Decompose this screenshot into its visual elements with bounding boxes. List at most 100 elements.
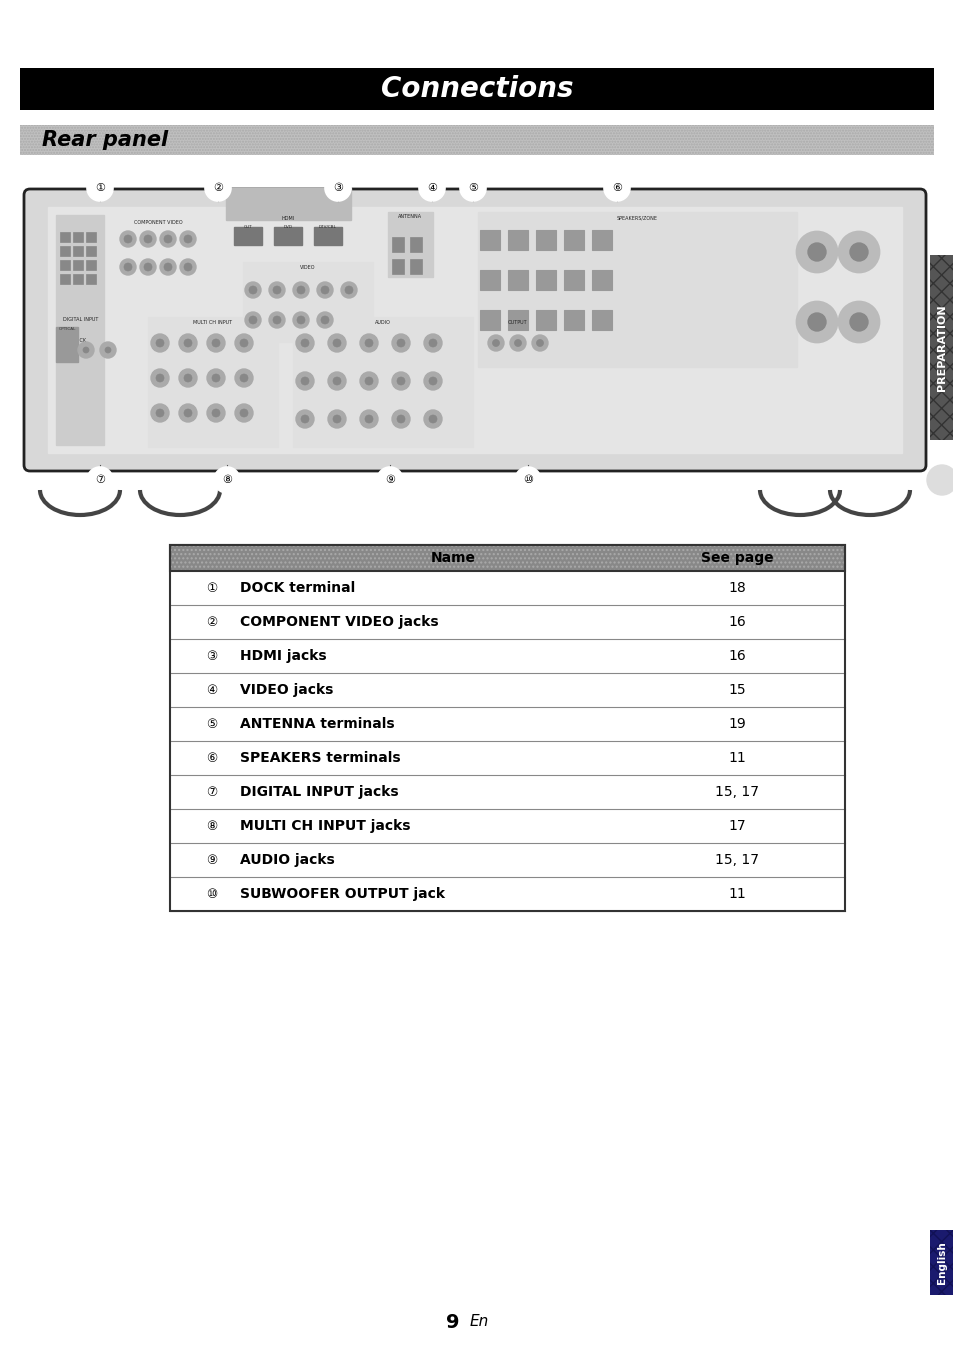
Bar — [563, 231, 583, 249]
Text: COMPONENT VIDEO jacks: COMPONENT VIDEO jacks — [240, 615, 438, 630]
Circle shape — [179, 334, 196, 352]
Circle shape — [164, 235, 172, 243]
Bar — [392, 259, 403, 274]
Circle shape — [179, 404, 196, 422]
Circle shape — [151, 404, 169, 422]
Circle shape — [429, 377, 436, 386]
Circle shape — [87, 175, 112, 201]
Bar — [73, 232, 83, 243]
Circle shape — [316, 282, 333, 298]
Circle shape — [429, 415, 436, 423]
Text: ①: ① — [95, 183, 105, 193]
Text: AUDIO: AUDIO — [375, 319, 391, 325]
Circle shape — [234, 404, 253, 422]
Circle shape — [124, 263, 132, 271]
Circle shape — [849, 313, 867, 332]
Circle shape — [213, 466, 240, 493]
Text: OUTPUT: OUTPUT — [508, 319, 527, 325]
Text: ⑦: ⑦ — [206, 786, 217, 798]
Text: PREPARATION: PREPARATION — [936, 305, 946, 391]
Circle shape — [392, 372, 410, 390]
Circle shape — [184, 408, 192, 417]
Text: MULTI CH INPUT jacks: MULTI CH INPUT jacks — [240, 820, 410, 833]
Bar — [507, 310, 527, 330]
Circle shape — [156, 408, 164, 417]
Bar — [592, 270, 612, 290]
Circle shape — [423, 334, 441, 352]
Circle shape — [328, 410, 346, 429]
Bar — [274, 226, 302, 245]
Bar — [226, 187, 351, 220]
Circle shape — [320, 286, 329, 294]
Text: SPEAKERS/ZONE: SPEAKERS/ZONE — [617, 214, 658, 220]
Bar — [536, 231, 556, 249]
Text: English: English — [936, 1242, 946, 1283]
Circle shape — [144, 263, 152, 271]
Circle shape — [392, 410, 410, 429]
Text: Name: Name — [431, 551, 476, 565]
Text: ⑨: ⑨ — [385, 474, 395, 485]
Bar — [60, 274, 70, 284]
Circle shape — [532, 336, 547, 350]
Circle shape — [301, 338, 309, 346]
Text: 9: 9 — [446, 1313, 459, 1332]
Text: ⑥: ⑥ — [612, 183, 621, 193]
Circle shape — [296, 315, 305, 324]
Circle shape — [316, 311, 333, 328]
Bar — [479, 231, 499, 249]
Circle shape — [273, 286, 281, 294]
Circle shape — [328, 372, 346, 390]
Circle shape — [365, 415, 373, 423]
Text: 18: 18 — [727, 581, 745, 594]
Text: Rear panel: Rear panel — [42, 129, 168, 150]
Bar — [536, 270, 556, 290]
Circle shape — [207, 404, 225, 422]
Text: ⑩: ⑩ — [206, 887, 217, 900]
Circle shape — [301, 415, 309, 423]
Text: ⑧: ⑧ — [206, 820, 217, 833]
Text: HDMI jacks: HDMI jacks — [240, 648, 326, 663]
Circle shape — [212, 408, 220, 417]
Circle shape — [151, 369, 169, 387]
Bar — [86, 260, 96, 270]
Circle shape — [359, 410, 377, 429]
Circle shape — [105, 346, 111, 353]
Text: VIDEO jacks: VIDEO jacks — [240, 683, 333, 697]
Bar — [592, 310, 612, 330]
Text: 15, 17: 15, 17 — [714, 785, 759, 799]
Bar — [48, 208, 901, 453]
Circle shape — [849, 243, 867, 262]
Bar — [73, 260, 83, 270]
Bar — [170, 545, 844, 572]
Circle shape — [510, 336, 525, 350]
Circle shape — [140, 231, 156, 247]
Bar — [388, 212, 433, 276]
Circle shape — [245, 311, 261, 328]
Text: ⑧: ⑧ — [222, 474, 232, 485]
Text: OPTICAL: OPTICAL — [58, 328, 75, 332]
Circle shape — [807, 313, 825, 332]
Circle shape — [240, 338, 248, 346]
Circle shape — [293, 282, 309, 298]
Circle shape — [207, 369, 225, 387]
Circle shape — [293, 311, 309, 328]
Circle shape — [838, 302, 878, 342]
Text: HDMI: HDMI — [281, 216, 294, 221]
Circle shape — [514, 340, 521, 346]
Bar — [148, 317, 277, 448]
Circle shape — [234, 334, 253, 352]
Bar — [56, 214, 104, 445]
Bar — [410, 259, 421, 274]
Circle shape — [396, 338, 405, 346]
Bar — [479, 270, 499, 290]
Text: DOCK terminal: DOCK terminal — [240, 581, 355, 594]
Circle shape — [140, 259, 156, 275]
Text: ANTENNA terminals: ANTENNA terminals — [240, 717, 395, 731]
Bar — [60, 245, 70, 256]
Circle shape — [180, 259, 195, 275]
Bar — [392, 237, 403, 252]
Circle shape — [320, 315, 329, 324]
Circle shape — [269, 311, 285, 328]
Bar — [243, 262, 373, 342]
Bar — [86, 274, 96, 284]
